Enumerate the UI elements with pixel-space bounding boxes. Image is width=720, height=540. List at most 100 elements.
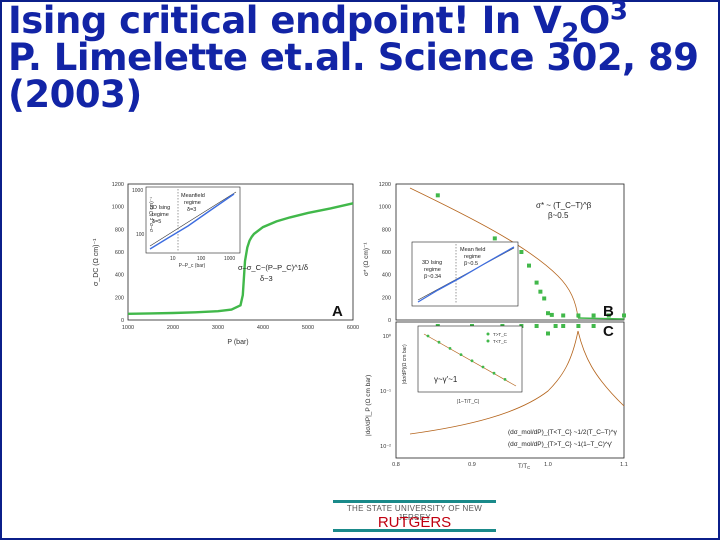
panel-c-inset-point-2 [448, 347, 452, 350]
panel-bc-xtick-3: 1.1 [620, 462, 628, 468]
panel-a-ytick-5: 1000 [112, 205, 124, 211]
panel-b-inset-text-4: Mean field [460, 247, 485, 253]
panel-bc-xtick-2: 1.0 [544, 462, 552, 468]
panel-a-xtick-5: 6000 [347, 325, 359, 331]
panel-b-point-6 [542, 296, 547, 301]
panel-b-ytick-0: 1200 [379, 182, 391, 188]
panel-a-ytick-6: 1200 [112, 182, 124, 188]
panel-a-ytick-2: 400 [115, 273, 124, 279]
panel-a-inset-ylabel: σ–σ_c (Ω cm)⁻¹ [149, 197, 155, 232]
panel-b-ytick-2: 800 [382, 227, 391, 233]
panel-c-inset-annotation: γ~γ'~1 [434, 375, 458, 384]
panel-a-frame [127, 183, 354, 321]
panel-b-point-12 [606, 313, 611, 318]
panel-a-inset-left-text-2: regime [152, 212, 169, 218]
panel-b-ytick-4: 400 [382, 273, 391, 279]
panel-a-inset-ytick-2: 100 [136, 232, 145, 238]
panel-c-point-9 [591, 324, 596, 328]
panel-a-inset-ytick-1: 1000 [132, 188, 143, 194]
panel-a-annotation-1: σ–σ_C~(P–P_C)^1/δ [238, 263, 308, 272]
panel-b-fit-curve [409, 187, 579, 319]
logo-name: RUTGERS [377, 514, 452, 531]
panel-c-fit-curve-right [577, 330, 625, 407]
panel-c-inset-legend-2-marker [486, 339, 490, 343]
panel-c-point-5 [546, 331, 550, 336]
panel-a-xtick-3: 4000 [257, 325, 269, 331]
panel-b-ytick-3: 600 [382, 250, 391, 256]
panel-a-inset-xtick-2: 100 [197, 256, 206, 262]
panel-c-inset-frame [417, 325, 523, 393]
panel-a-xtick-0: 1000 [122, 325, 134, 331]
panel-c-inset-point-4 [470, 359, 474, 363]
panel-c-ytick-0: 10⁰ [383, 333, 392, 340]
panel-c-inset-point-1 [437, 340, 441, 344]
panel-b-plateau-line [577, 317, 625, 320]
panel-b-point-2 [519, 250, 524, 254]
panel-c-ytick-2: 10⁻² [380, 444, 391, 450]
panel-a-inset-left-text-3: δ=5 [152, 219, 161, 225]
panel-c-point-8 [576, 324, 581, 328]
panel-a-series-line [127, 202, 354, 315]
panel-a-inset-xtick-3: 1000 [224, 256, 235, 262]
panel-c-inset-point-7 [503, 378, 507, 381]
panel-b-point-4 [534, 280, 539, 285]
panel-a-xtick-2: 3000 [212, 325, 224, 331]
panel-a-ytick-1: 200 [115, 295, 124, 301]
panel-b-annotation-2: β~0.5 [548, 211, 569, 220]
panel-a-ytick-0: 0 [121, 318, 124, 324]
panel-a-xlabel: P (bar) [227, 339, 248, 346]
panel-a-inset-xlabel: P–P_c (bar) [179, 263, 206, 269]
slide-title: Ising critical endpoint! In V2O3 P. Lime… [8, 0, 699, 113]
title-text-mid: O [578, 0, 610, 42]
panel-b-ytick-5: 200 [382, 295, 391, 301]
panel-c-annotation-2: (dσ_mol/dP)_{T>T_C} ~1(1–T_C)^γ' [508, 441, 612, 448]
panel-a-ylabel: σ_DC (Ω cm)⁻¹ [93, 238, 100, 286]
panel-bc: 1200 1000 800 600 400 200 0 10⁰ 10⁻¹ 10⁻² 0.8 0.9… [363, 182, 628, 470]
panel-c-inset-legend-1: T>T_C [493, 332, 508, 337]
panel-a: 0 200 400 600 800 1000 1200 1000 2000 3000 4000 50… [93, 182, 359, 346]
panel-c-ylabel: |dσ/dP|_P (Ω cm bar) [365, 375, 372, 436]
panel-b-inset: 3D Ising regime β~0.34 Mean field regime… [411, 241, 519, 307]
panel-b-point-11 [591, 313, 596, 318]
title-superscript: 3 [609, 0, 628, 27]
panel-a-inset: 1000 100 10 100 1000 P–P_c (bar) σ–σ_c (… [132, 186, 241, 269]
logo-bottom-bar [333, 529, 496, 532]
panel-a-inset-right-text-2: regime [184, 200, 201, 206]
panel-c-inset-point-5 [481, 365, 485, 369]
panel-a-xtick-4: 5000 [302, 325, 314, 331]
logo-top-bar [333, 500, 496, 503]
panel-bc-xtick-1: 0.9 [468, 462, 476, 468]
panel-a-inset-right-text-1: Meanfield [181, 193, 205, 199]
panel-c-point-4 [534, 324, 539, 328]
panel-b-label: B [603, 303, 614, 320]
panel-c-inset-point-0 [426, 334, 430, 338]
logo-university-text: THE STATE UNIVERSITY OF NEW JERSEY [346, 504, 483, 522]
panel-a-ytick-4: 800 [115, 227, 124, 233]
panel-b-point-7 [546, 311, 550, 316]
panel-b-point-0 [435, 193, 440, 198]
panel-bc-xtick-0: 0.8 [392, 462, 400, 468]
panel-b-inset-text-6: β~0.5 [464, 261, 478, 267]
panel-a-inset-right-text-3: δ=3 [187, 207, 196, 213]
panel-c-frame [395, 321, 625, 459]
panel-c-inset-xlabel: |1–T/T_C| [457, 399, 479, 405]
panel-b-inset-text-1: 3D Ising [422, 260, 442, 266]
panel-b-ytick-1: 1000 [379, 205, 391, 211]
panel-a-label: A [332, 303, 343, 320]
panel-c-ytick-1: 10⁻¹ [380, 389, 391, 395]
panel-c-inset-legend-1-marker [486, 332, 490, 336]
panel-b-annotation-1: σ* ~ (T_C–T)^β [536, 201, 592, 210]
panel-a-xtick-1: 2000 [167, 325, 179, 331]
panel-b-point-10 [576, 313, 581, 318]
title-line-1: Ising critical endpoint! In V2O3 [8, 0, 699, 46]
panel-b-ytick-6: 0 [388, 318, 391, 324]
panel-b-point-13 [622, 313, 626, 318]
panel-b-inset-text-2: regime [424, 267, 441, 273]
panel-b-inset-text-3: β~0.34 [424, 274, 441, 280]
panel-c-inset-legend-2: T<T_C [493, 339, 508, 344]
panel-b-inset-text-5: regime [464, 254, 481, 260]
panel-a-inset-left-text-1: 3D Ising [150, 205, 170, 211]
panel-c-inset-point-3 [459, 353, 463, 356]
